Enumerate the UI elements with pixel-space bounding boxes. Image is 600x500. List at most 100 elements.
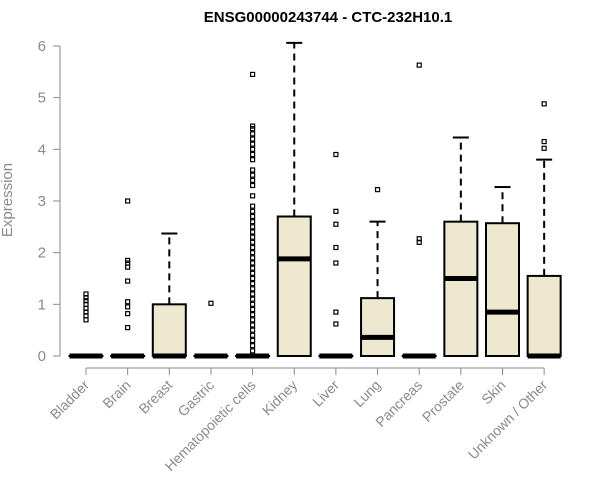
outlier-point (250, 219, 256, 225)
outlier-point (333, 151, 339, 158)
outlier-point (250, 348, 256, 354)
box-hematopoietic-cells (235, 71, 271, 359)
box-pancreas (401, 62, 437, 359)
y-tick-label: 0 (38, 348, 46, 365)
outlier-point (250, 255, 256, 261)
outlier-point (250, 244, 256, 251)
outlier-point (250, 260, 256, 266)
outlier-point (250, 275, 256, 282)
outlier-point (250, 151, 256, 158)
x-tick-label: Lung (350, 377, 383, 410)
outlier-point (250, 224, 256, 230)
outlier-point (250, 141, 256, 147)
outlier-point (250, 71, 256, 78)
box-liver (318, 151, 354, 359)
outlier-point (250, 306, 256, 313)
outlier-point (250, 286, 256, 292)
box-lung (360, 187, 396, 357)
outlier-point (250, 317, 256, 323)
outlier-point (250, 208, 256, 214)
outlier-point (250, 182, 256, 189)
y-tick-label: 3 (38, 193, 46, 210)
iqr-box (360, 297, 396, 357)
outlier-point (374, 187, 381, 193)
box-bladder (68, 291, 104, 359)
outlier-point (333, 321, 339, 327)
outlier-point (83, 317, 89, 323)
box-skin (485, 186, 520, 357)
outlier-point (125, 198, 131, 204)
outlier-point (125, 299, 131, 305)
outlier-point (250, 291, 256, 297)
x-tick-label: Skin (478, 377, 509, 408)
outlier-point (250, 172, 256, 178)
box-unknown-other (526, 101, 562, 359)
x-tick-label: Kidney (259, 377, 301, 419)
box-gastric (193, 300, 229, 359)
boxes-layer (68, 41, 562, 359)
iqr-box (485, 222, 520, 357)
outlier-point (250, 157, 256, 163)
axes: 0 1 2 3 4 5 6 (38, 38, 545, 369)
outlier-point (250, 337, 256, 344)
outlier-point (83, 298, 89, 304)
outlier-point (250, 146, 256, 152)
box-brain (110, 198, 146, 359)
x-tick-label: Breast (135, 377, 175, 417)
outlier-point (250, 136, 256, 142)
y-tick-label: 5 (38, 90, 46, 107)
outlier-point (250, 281, 256, 287)
x-tick-label: Bladder (47, 377, 93, 423)
outlier-point (208, 300, 214, 306)
outlier-point (250, 250, 256, 256)
outlier-point (250, 296, 256, 302)
outlier-point (250, 332, 256, 338)
outlier-point (541, 101, 547, 107)
x-tick-label: Brain (99, 377, 133, 411)
iqr-box (276, 215, 312, 357)
outlier-point (250, 203, 256, 209)
y-tick-label: 1 (38, 296, 46, 313)
outlier-point (125, 311, 131, 317)
x-tick-label: Unknown / Other (465, 377, 551, 463)
y-tick-label: 4 (38, 141, 46, 158)
outlier-point (250, 193, 256, 199)
outlier-point (250, 123, 256, 129)
y-tick-label: 6 (38, 38, 46, 55)
box-kidney (276, 41, 312, 357)
outlier-point (250, 177, 256, 183)
outlier-point (416, 62, 422, 68)
outlier-point (250, 301, 256, 307)
outlier-point (250, 213, 256, 220)
outlier-point (541, 138, 547, 145)
outlier-point (250, 167, 256, 173)
outlier-point (250, 131, 256, 137)
outlier-point (250, 234, 256, 240)
outlier-point (125, 304, 131, 310)
outlier-point (333, 221, 339, 227)
outlier-point (250, 265, 256, 271)
box-breast (151, 232, 187, 359)
y-axis-label: Expression (0, 163, 16, 237)
outlier-point (333, 309, 339, 315)
x-tick-label: Prostate (419, 377, 467, 425)
outlier-point (333, 244, 339, 251)
outlier-point (250, 343, 256, 349)
iqr-box (443, 220, 479, 357)
outlier-point (250, 312, 256, 318)
outlier-point (333, 208, 339, 214)
outlier-point (125, 278, 131, 284)
chart-title: ENSG00000243744 - CTC-232H10.1 (204, 9, 452, 26)
outlier-point (83, 291, 89, 297)
outlier-point (125, 257, 131, 264)
iqr-box (151, 303, 187, 358)
outlier-point (250, 270, 256, 276)
y-tick-label: 2 (38, 245, 46, 262)
outlier-point (250, 327, 256, 333)
iqr-box (526, 274, 562, 357)
outlier-point (250, 229, 256, 235)
outlier-point (125, 264, 131, 270)
outlier-point (250, 239, 256, 245)
box-prostate (443, 136, 479, 357)
